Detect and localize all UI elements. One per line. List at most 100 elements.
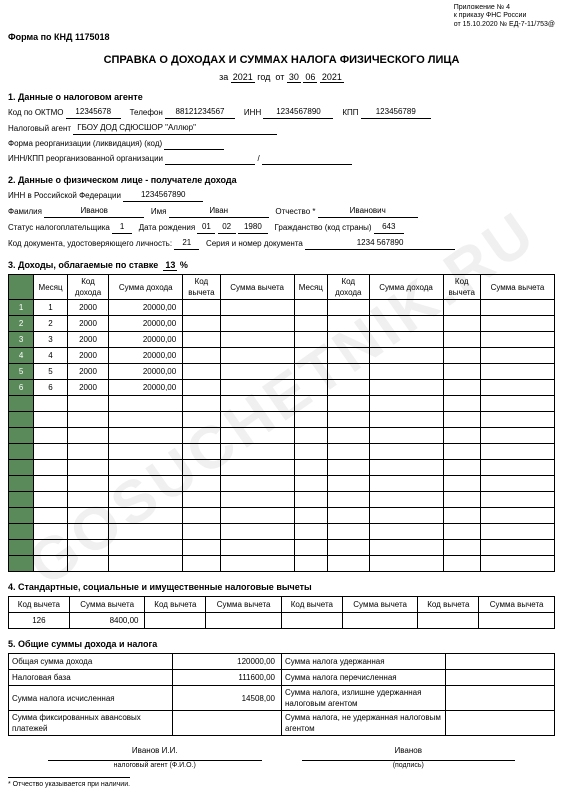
cell: 6 <box>34 380 67 396</box>
cell <box>328 540 370 556</box>
section1-title: 1. Данные о налоговом агенте <box>8 92 555 102</box>
cell <box>220 428 294 444</box>
cell <box>220 332 294 348</box>
cell <box>443 316 480 332</box>
cell <box>172 711 281 736</box>
by-value: 1980 <box>238 221 268 234</box>
cell <box>183 540 220 556</box>
cell <box>445 670 554 686</box>
cell <box>109 428 183 444</box>
cell <box>369 508 443 524</box>
cell <box>109 412 183 428</box>
cell <box>445 686 554 711</box>
birth-label: Дата рождения <box>139 223 195 232</box>
cell <box>294 380 327 396</box>
col-header: Сумма вычета <box>206 597 282 613</box>
cell <box>109 492 183 508</box>
cell: 126 <box>9 613 70 629</box>
cell <box>220 524 294 540</box>
cell <box>294 556 327 572</box>
cell: 20000,00 <box>109 348 183 364</box>
reorg-value <box>164 149 224 150</box>
cell: Сумма налога перечисленная <box>281 670 445 686</box>
cell <box>480 412 554 428</box>
cell <box>109 556 183 572</box>
cell <box>294 300 327 316</box>
fam-label: Фамилия <box>8 207 42 216</box>
cell: 5 <box>34 364 67 380</box>
cell <box>443 428 480 444</box>
cell <box>220 492 294 508</box>
col-header: Код вычета <box>9 597 70 613</box>
fam-value: Иванов <box>44 205 144 218</box>
cell <box>294 364 327 380</box>
sig-sign-value: Иванов <box>302 746 516 761</box>
income-table: МесяцКод доходаСумма доходаКод вычетаСум… <box>8 274 555 572</box>
row-oktmo: Код по ОКТМО 12345678 Телефон 8812123456… <box>8 106 555 119</box>
cell: Сумма налога, излишне удержанная налогов… <box>281 686 445 711</box>
innrf-value: 1234567890 <box>123 189 203 202</box>
cell <box>480 556 554 572</box>
cell <box>443 364 480 380</box>
cell <box>480 524 554 540</box>
cell: 4 <box>34 348 67 364</box>
col-header: Сумма вычета <box>480 275 554 300</box>
tel-value: 88121234567 <box>165 106 235 119</box>
section2-title: 2. Данные о физическом лице - получателе… <box>8 175 555 185</box>
cell <box>443 332 480 348</box>
cell <box>34 444 67 460</box>
cell <box>369 492 443 508</box>
row-num <box>9 556 34 572</box>
col-header: Код вычета <box>183 275 220 300</box>
cell <box>183 556 220 572</box>
cell <box>369 460 443 476</box>
cell <box>443 556 480 572</box>
row-num <box>9 540 34 556</box>
otch-label: Отчество * <box>275 207 315 216</box>
cell <box>443 460 480 476</box>
cell <box>294 508 327 524</box>
agent-value: ГБОУ ДОД СДЮСШОР "Аллюр" <box>73 122 277 135</box>
cell <box>220 364 294 380</box>
col-header: Код дохода <box>328 275 370 300</box>
cell <box>67 508 109 524</box>
col-header: Код вычета <box>145 597 206 613</box>
cell <box>183 396 220 412</box>
day: 30 <box>287 72 301 83</box>
cell: 3 <box>34 332 67 348</box>
row-fio: Фамилия Иванов Имя Иван Отчество * Ивано… <box>8 205 555 218</box>
cell <box>109 540 183 556</box>
row-num <box>9 396 34 412</box>
cell <box>443 492 480 508</box>
cell <box>369 428 443 444</box>
cell: 2000 <box>67 364 109 380</box>
inn-label: ИНН <box>244 108 261 117</box>
col-header: Сумма дохода <box>369 275 443 300</box>
cell <box>480 316 554 332</box>
cell: 111600,00 <box>172 670 281 686</box>
cell <box>328 556 370 572</box>
cell <box>183 460 220 476</box>
cell <box>328 460 370 476</box>
cell <box>328 396 370 412</box>
cell <box>443 396 480 412</box>
cell <box>480 332 554 348</box>
cell <box>328 412 370 428</box>
cell <box>220 348 294 364</box>
deduction-table: Код вычетаСумма вычетаКод вычетаСумма вы… <box>8 596 555 629</box>
cell <box>220 556 294 572</box>
sig-agent: Иванов И.И. налоговый агент (Ф.И.О.) <box>48 746 262 769</box>
rate-value: 13 <box>163 260 177 271</box>
totals-table: Общая сумма дохода120000,00Сумма налога … <box>8 653 555 736</box>
col-header: Код дохода <box>67 275 109 300</box>
cell <box>480 492 554 508</box>
cell <box>183 428 220 444</box>
signature-row: Иванов И.И. налоговый агент (Ф.И.О.) Ива… <box>8 746 555 769</box>
cell <box>145 613 206 629</box>
cell: Сумма налога, не удержанная налоговым аг… <box>281 711 445 736</box>
cell <box>67 460 109 476</box>
cell <box>443 524 480 540</box>
cell <box>183 348 220 364</box>
cell <box>67 428 109 444</box>
citizen-label: Гражданство (код страны) <box>275 223 372 232</box>
